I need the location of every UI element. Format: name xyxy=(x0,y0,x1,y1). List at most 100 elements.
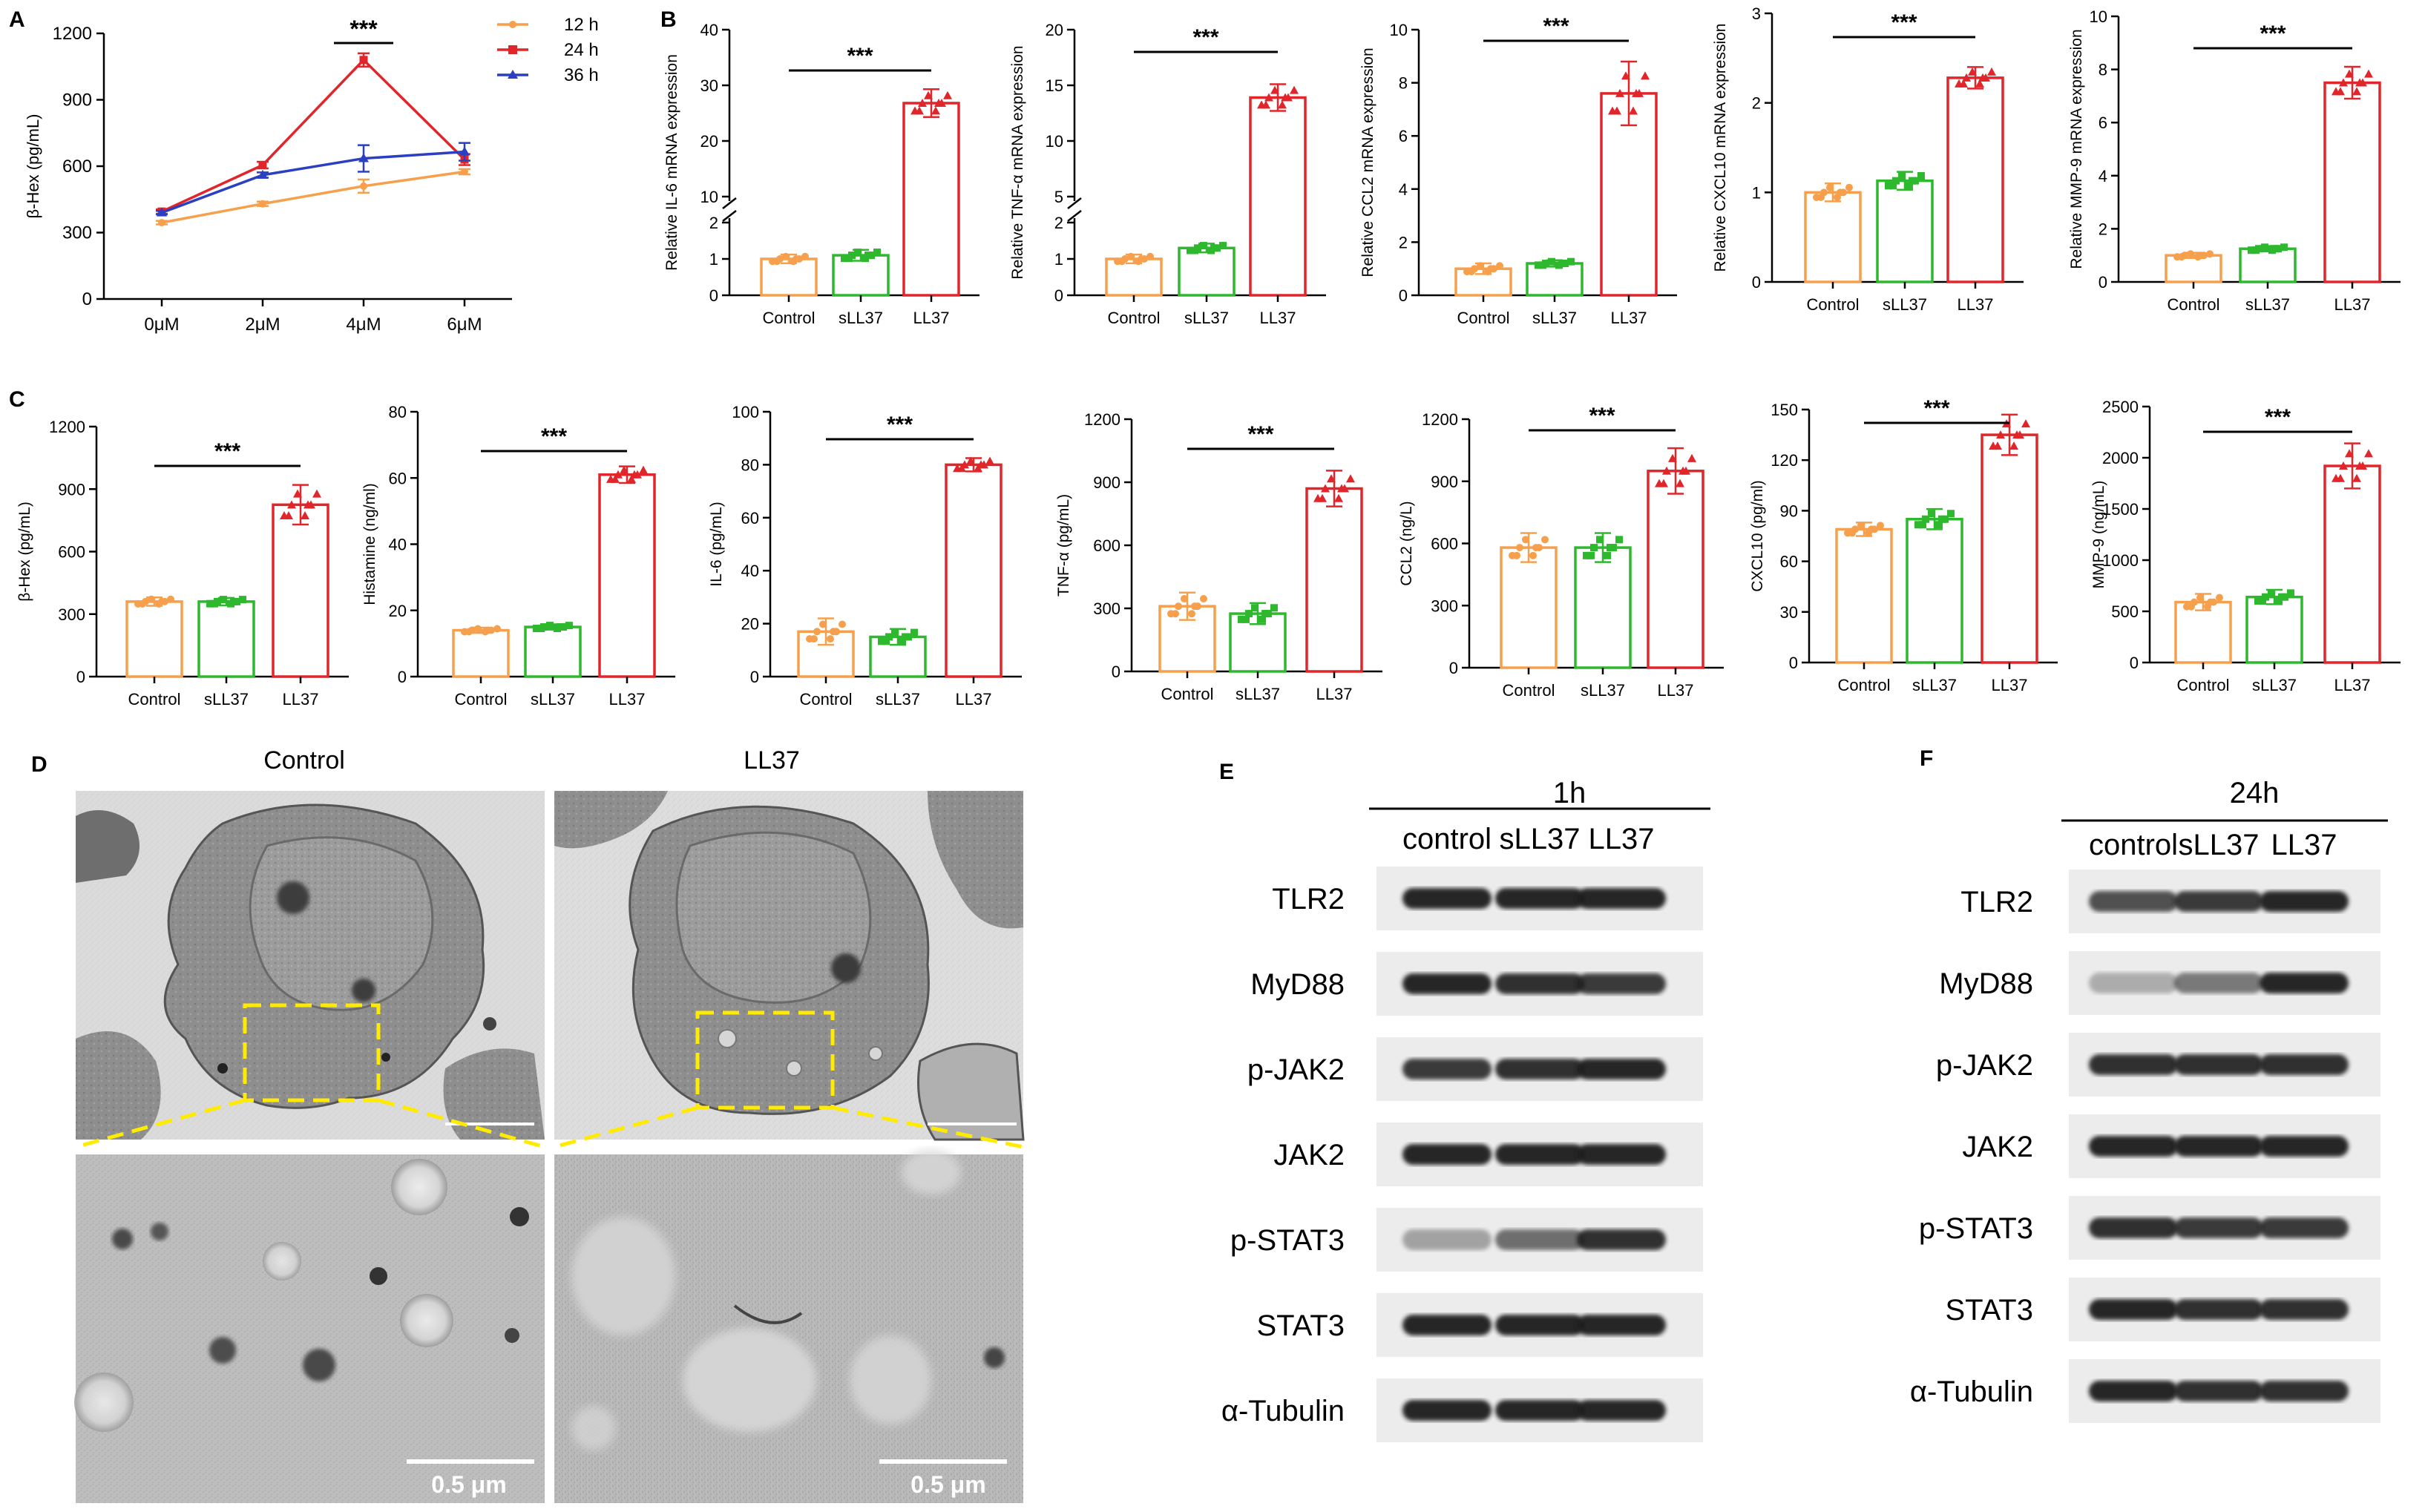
replicate-point xyxy=(1928,510,1935,518)
replicate-point xyxy=(1615,88,1624,97)
replicate-point xyxy=(2339,461,2348,470)
replicate-point xyxy=(1200,595,1207,603)
x-tick-label: sLL37 xyxy=(1883,295,1927,314)
y-tick-label: 100 xyxy=(732,403,759,421)
replicate-point xyxy=(2339,78,2348,87)
replicate-point xyxy=(1346,474,1355,483)
replicate-point xyxy=(1516,544,1523,552)
replicate-point xyxy=(1487,265,1494,273)
protein-label: STAT3 xyxy=(1256,1309,1345,1342)
replicate-point xyxy=(1975,79,1984,88)
y-tick-label: 20 xyxy=(1046,21,1063,39)
y-axis-label: Relative IL-6 mRNA expression xyxy=(663,54,680,271)
western-blot-e: 1h control sLL37 LL37 TLR2 MyD88 p-JAK2 JAK2 p-S… xyxy=(1221,777,1710,1442)
replicate-point xyxy=(2206,250,2214,258)
replicate-point xyxy=(910,628,918,637)
replicate-point xyxy=(1947,510,1955,518)
replicate-point xyxy=(1687,453,1696,462)
replicate-point xyxy=(882,637,890,645)
y-tick-label: 60 xyxy=(389,469,407,487)
replicate-point xyxy=(878,637,885,645)
y-tick-label: 600 xyxy=(1431,535,1458,553)
x-tick-label: Control xyxy=(1457,309,1510,327)
y-tick-label: 3 xyxy=(1752,4,1761,23)
y-axis-label: Histamine (ng/ml) xyxy=(361,483,378,605)
bar xyxy=(452,628,510,678)
replicate-point xyxy=(1529,551,1537,559)
x-tick-label: sLL37 xyxy=(2252,676,2297,694)
y-tick-label: 1200 xyxy=(1084,410,1120,429)
y-tick-label: 0 xyxy=(1054,286,1063,305)
y-axis-label: Relative CCL2 mRNA expression xyxy=(1359,47,1376,277)
replicate-point xyxy=(1535,261,1542,269)
x-tick-label: Control xyxy=(1108,309,1161,327)
replicate-point xyxy=(1548,257,1555,266)
replicate-point xyxy=(2216,594,2223,602)
axis-break xyxy=(722,210,737,222)
series-line xyxy=(161,150,465,214)
data-point xyxy=(157,207,167,217)
bar xyxy=(1906,518,1963,664)
replicate-point xyxy=(985,456,994,465)
lane-label: LL37 xyxy=(2271,829,2337,861)
replicate-point xyxy=(474,625,482,633)
y-tick-label: 1200 xyxy=(49,418,85,436)
protein-label: p-JAK2 xyxy=(1247,1054,1345,1086)
replicate-point xyxy=(845,254,853,263)
band xyxy=(2089,1054,2178,1075)
y-tick-label: 4 xyxy=(2099,167,2107,185)
replicate-point xyxy=(2280,243,2288,252)
replicate-point xyxy=(1917,172,1925,180)
x-tick-label: Control xyxy=(800,690,853,709)
band xyxy=(1495,1400,1584,1421)
y-axis-label: CCL2 (ng/L) xyxy=(1398,501,1415,585)
panel-letter-a: A xyxy=(9,7,25,32)
em-title-ll37: LL37 xyxy=(744,746,800,775)
replicate-point xyxy=(1270,604,1278,612)
y-tick-label: 0 xyxy=(1789,654,1798,672)
y-tick-label: 900 xyxy=(62,91,92,111)
replicate-point xyxy=(1138,255,1145,263)
bar xyxy=(760,257,818,297)
band xyxy=(1402,1400,1492,1421)
y-axis-label: TNF-α (pg/mL) xyxy=(1055,494,1072,596)
legend-label: 36 h xyxy=(564,65,599,85)
replicate-point xyxy=(854,249,862,257)
replicate-point xyxy=(1210,244,1218,252)
data-point xyxy=(257,169,268,179)
replicate-point xyxy=(1615,536,1623,544)
replicate-point xyxy=(211,599,218,608)
y-axis-label: CXCL10 (pg/ml) xyxy=(1749,480,1766,592)
replicate-point xyxy=(2188,602,2195,611)
y-axis-label: Relative MMP-9 mRNA expression xyxy=(2068,29,2085,269)
x-tick-label: LL37 xyxy=(1658,681,1694,700)
x-tick-label: sLL37 xyxy=(2245,295,2290,314)
replicate-point xyxy=(1898,172,1906,180)
y-tick-label: 2 xyxy=(1399,233,1408,252)
replicate-point xyxy=(1590,544,1598,552)
x-tick-label: sLL37 xyxy=(1912,676,1957,694)
x-tick-label: LL37 xyxy=(1611,309,1647,327)
bar xyxy=(1876,179,1934,283)
y-tick-label: 0 xyxy=(1399,286,1408,305)
replicate-point xyxy=(2364,69,2373,78)
x-tick-label: sLL37 xyxy=(531,690,575,709)
band xyxy=(2260,973,2349,993)
y-tick-label: 600 xyxy=(62,157,92,177)
replicate-point xyxy=(1532,544,1540,552)
y-tick-label: 80 xyxy=(389,403,407,421)
y-tick-label: 60 xyxy=(741,509,759,527)
bar xyxy=(1981,433,2038,664)
replicate-point xyxy=(810,635,818,643)
y-tick-label: 2 xyxy=(1752,94,1761,113)
y-axis-label: IL-6 (pg/mL) xyxy=(708,502,725,586)
y-tick-label: 1200 xyxy=(53,24,92,44)
replicate-point xyxy=(2278,593,2285,601)
bar xyxy=(125,600,183,678)
replicate-point xyxy=(1629,106,1638,115)
bar-chart-b2: 0 1 2 5 10 15 20 Relative TNF-α mRNA expression… xyxy=(1009,21,1326,327)
replicate-point xyxy=(485,626,492,634)
replicate-point xyxy=(2196,594,2204,602)
replicate-point xyxy=(1914,521,1922,529)
y-tick-label: 300 xyxy=(1093,599,1120,618)
